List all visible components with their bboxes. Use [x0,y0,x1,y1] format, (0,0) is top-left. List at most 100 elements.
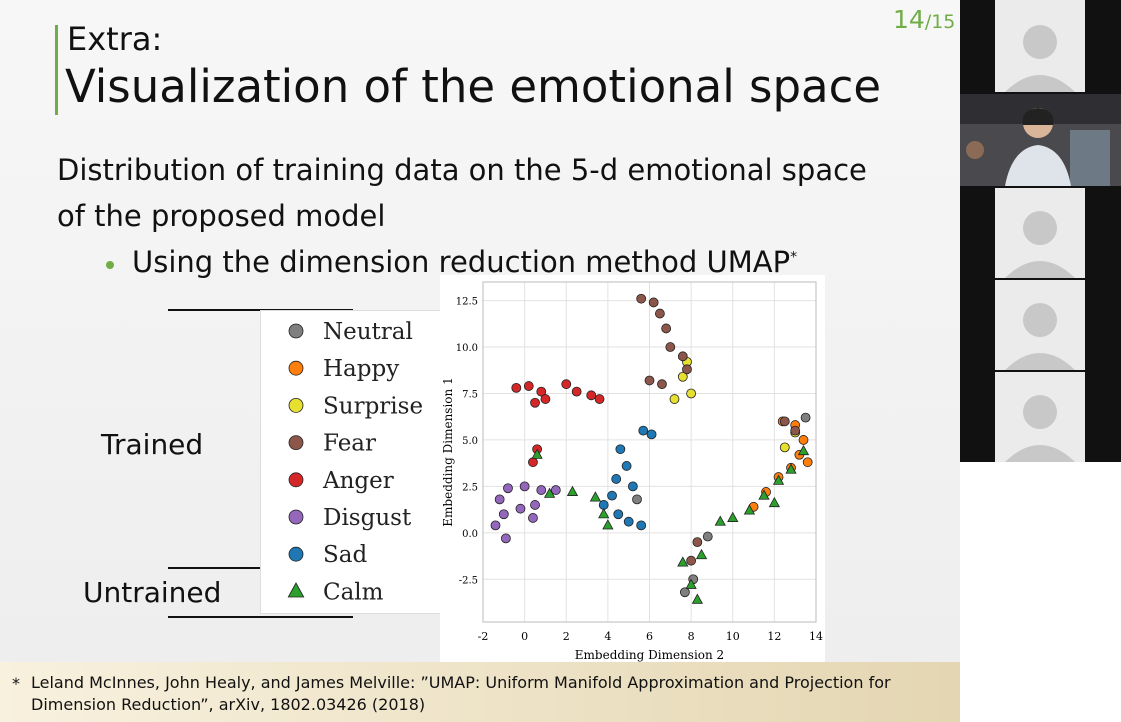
point [519,481,530,492]
legend-label: Anger [322,468,394,494]
point [515,503,526,514]
bullet: Using the dimension reduction method UMA… [132,245,797,279]
point [661,323,672,334]
legend-label: Surprise [323,393,423,419]
x-tick-label: 0 [521,630,528,643]
page-number: 14/15 [893,5,955,34]
point [500,533,511,544]
x-tick-label: 8 [688,630,695,643]
point [530,500,540,510]
legend-label: Calm [323,579,384,605]
avatar-tile [995,188,1085,278]
point [536,386,547,397]
y-tick-label: 7.5 [462,389,478,400]
point [686,388,697,399]
point [623,516,634,527]
point [632,494,642,505]
point [536,485,547,495]
point [540,394,551,404]
point [498,509,509,520]
point [511,383,522,393]
point [503,483,513,494]
point [802,457,813,468]
point [677,371,688,382]
point [682,364,692,375]
slide: Extra: Visualization of the emotional sp… [0,0,960,662]
point [602,519,614,530]
point [691,593,703,604]
point [494,494,505,505]
y-tick-label: 0.0 [462,529,478,540]
point [800,412,811,423]
point [528,513,538,523]
chart: -2 0 2 4 6 8 10 12 14 -2.5 0.0 2.5 5.0 7.5 10.0 12.5 Emb… [440,275,825,662]
legend-label: Disgust [323,505,412,531]
point [566,485,579,496]
legend-marker [288,323,304,339]
point [490,520,501,531]
point [655,308,665,319]
footnote-line: Dimension Reduction”, arXiv, 1802.03426 … [31,695,426,714]
footnote-mark: * [12,674,20,693]
point [665,342,676,352]
point [636,293,647,304]
legend-label: Happy [323,356,399,382]
plot-frame [482,281,817,623]
title-label: Extra: [67,20,163,58]
legend-marker [287,582,305,598]
point [657,379,667,390]
point [677,556,689,567]
body-line: of the proposed model [57,199,386,233]
point [714,515,726,526]
point [589,491,602,502]
x-tick-label: 12 [767,630,781,643]
point [644,375,655,386]
point [615,444,626,455]
legend: Neutral Happy Surprise Fear Anger Disgust Sad C… [260,310,442,614]
x-tick-label: 14 [809,630,823,643]
point [607,490,617,501]
point [669,394,680,404]
point [636,520,647,531]
y-axis-label: Embedding Dimension 1 [441,377,455,526]
point [797,444,810,456]
point [772,474,785,485]
point [779,416,790,427]
point [621,461,632,471]
point [790,425,801,436]
footer: * Leland McInnes, John Healy, and James … [0,662,960,722]
x-tick-label: -2 [478,630,489,643]
rule [168,616,353,618]
point [686,555,697,566]
y-tick-label: 5.0 [462,436,478,447]
x-tick-label: 2 [563,630,570,643]
legend-marker [288,360,304,376]
point [638,425,649,436]
avatar-tile [995,372,1085,462]
y-tick-label: 12.5 [456,297,478,308]
legend-marker [288,509,304,525]
y-tick-label: -2.5 [459,575,478,586]
y-tick-label: 10.0 [456,343,478,354]
point [543,487,556,498]
bullet-dot [106,261,114,269]
avatar-tile [995,280,1085,370]
point [695,548,708,560]
point [677,351,688,362]
point [727,511,739,522]
point [530,397,540,408]
video-panel [960,0,1121,462]
point [586,390,597,401]
avatar-tile [995,0,1085,92]
point [528,457,538,468]
point [627,481,638,492]
point [743,504,756,515]
point [758,489,770,500]
point [692,537,703,548]
legend-marker [288,546,304,562]
legend-label: Neutral [323,319,413,345]
bullet-text: Using the dimension reduction method UMA… [132,245,791,279]
legend-marker [288,398,304,413]
bullet-mark: * [790,249,798,266]
